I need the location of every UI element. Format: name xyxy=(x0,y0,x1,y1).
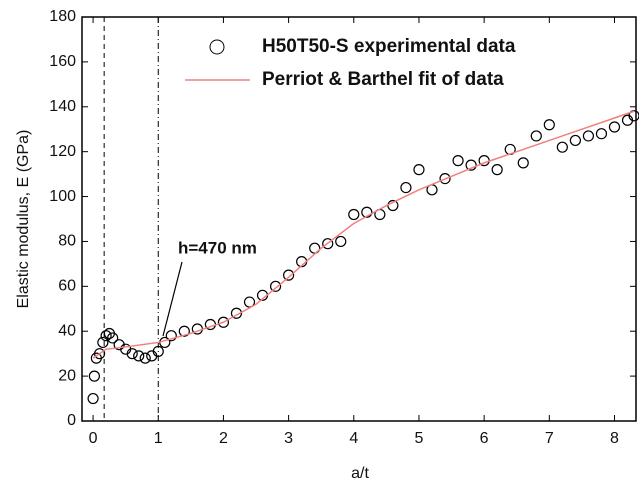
data-point xyxy=(465,159,477,171)
data-point xyxy=(283,269,295,281)
y-tick-label: 120 xyxy=(49,143,76,160)
data-point xyxy=(335,235,347,248)
x-tick-label: 7 xyxy=(545,430,554,447)
data-point xyxy=(491,164,503,176)
x-tick-label: 1 xyxy=(154,430,163,447)
y-tick-label: 0 xyxy=(67,412,76,429)
data-point xyxy=(178,325,190,337)
y-tick-label: 80 xyxy=(58,233,76,250)
x-tick-label: 8 xyxy=(610,430,619,447)
y-axis-label: Elastic modulus, E (GPa) xyxy=(15,130,32,309)
y-tick-label: 100 xyxy=(49,188,76,205)
data-point xyxy=(556,141,568,153)
data-point xyxy=(517,157,529,169)
x-tick-label: 2 xyxy=(219,430,228,447)
data-point xyxy=(608,121,621,133)
y-tick-label: 20 xyxy=(58,367,76,384)
x-tick-label: 0 xyxy=(89,430,98,447)
data-point xyxy=(628,110,639,122)
plot-frame xyxy=(81,16,637,422)
data-point xyxy=(361,206,373,218)
data-point xyxy=(88,370,100,382)
data-point xyxy=(582,130,595,142)
data-point xyxy=(107,332,119,344)
data-point xyxy=(413,164,425,176)
y-tick-label: 60 xyxy=(58,278,76,295)
data-point xyxy=(452,155,464,167)
data-point xyxy=(165,330,177,342)
data-point xyxy=(530,130,542,142)
y-tick-label: 40 xyxy=(58,322,76,339)
x-tick-label: 5 xyxy=(415,430,424,447)
x-tick-label: 3 xyxy=(284,430,293,447)
data-point xyxy=(543,119,555,131)
y-tick-label: 180 xyxy=(49,8,76,25)
data-point xyxy=(230,307,243,319)
data-point xyxy=(152,345,164,358)
legend-label: Perriot & Barthel fit of data xyxy=(262,69,504,90)
x-axis-label: a/t xyxy=(351,465,369,482)
annotation-arrow xyxy=(162,261,183,337)
data-point xyxy=(100,330,112,342)
data-point xyxy=(133,350,145,362)
data-point xyxy=(93,348,106,360)
data-point xyxy=(400,181,412,194)
data-point xyxy=(87,392,99,405)
data-point xyxy=(139,352,151,364)
x-tick-label: 6 xyxy=(480,430,489,447)
x-tick-label: 4 xyxy=(349,430,358,447)
data-point xyxy=(217,316,230,328)
data-point xyxy=(126,348,138,360)
data-point xyxy=(322,238,334,250)
data-point xyxy=(97,336,109,349)
fit-line xyxy=(92,110,635,359)
legend-swatch xyxy=(209,39,225,55)
data-point xyxy=(348,208,360,221)
data-point xyxy=(569,134,581,147)
y-tick-label: 140 xyxy=(49,98,76,115)
legend-label: H50T50-S experimental data xyxy=(262,36,516,57)
y-tick-label: 160 xyxy=(49,53,76,70)
data-point xyxy=(269,280,282,292)
data-point xyxy=(439,173,451,185)
annotation: h=470 nm xyxy=(178,238,257,257)
data-point xyxy=(595,128,608,140)
